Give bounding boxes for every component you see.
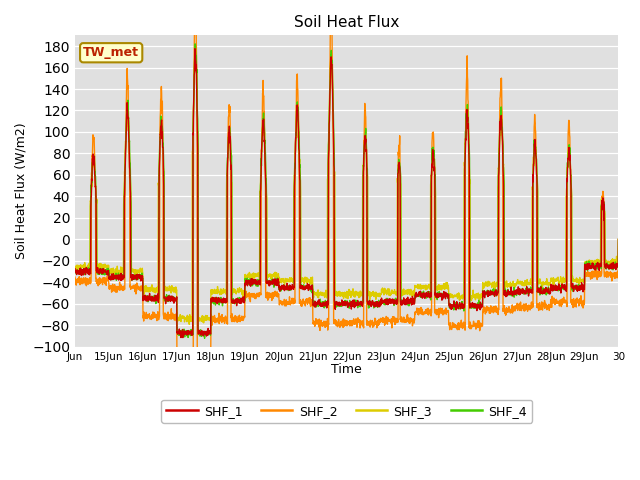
SHF_3 [511, 283, 518, 288]
SHF_3 [380, 289, 387, 295]
SHF_3 [125, 150, 133, 156]
SHF_3 [192, 56, 200, 61]
SHF_1 [179, 335, 187, 340]
SHF_1 [191, 46, 199, 51]
SHF_2 [607, 270, 615, 276]
Line: SHF_3: SHF_3 [75, 59, 618, 324]
SHF_3 [186, 322, 193, 327]
SHF_1 [125, 153, 133, 159]
Line: SHF_4: SHF_4 [75, 44, 618, 338]
SHF_4 [380, 300, 387, 306]
SHF_2 [511, 307, 518, 312]
SHF_1 [71, 266, 79, 272]
SHF_3 [71, 266, 79, 272]
SHF_4 [607, 266, 615, 272]
SHF_2 [184, 364, 192, 370]
SHF_4 [511, 291, 518, 297]
SHF_2 [125, 153, 133, 158]
SHF_1 [380, 298, 387, 303]
SHF_4 [243, 278, 251, 284]
SHF_4 [201, 336, 209, 341]
SHF_3 [607, 258, 615, 264]
SHF_2 [614, 237, 622, 242]
SHF_3 [541, 280, 549, 286]
SHF_1 [243, 282, 251, 288]
Y-axis label: Soil Heat Flux (W/m2): Soil Heat Flux (W/m2) [15, 123, 28, 259]
Text: TW_met: TW_met [83, 46, 139, 59]
SHF_3 [243, 275, 251, 281]
Title: Soil Heat Flux: Soil Heat Flux [294, 15, 399, 30]
SHF_2 [243, 292, 251, 298]
Line: SHF_2: SHF_2 [75, 0, 618, 367]
SHF_4 [71, 267, 79, 273]
X-axis label: Time: Time [332, 363, 362, 376]
SHF_2 [71, 274, 79, 280]
SHF_1 [607, 264, 615, 269]
SHF_2 [380, 318, 387, 324]
SHF_4 [191, 41, 199, 47]
SHF_2 [541, 304, 549, 310]
SHF_3 [614, 237, 622, 242]
SHF_4 [125, 139, 133, 145]
Legend: SHF_1, SHF_2, SHF_3, SHF_4: SHF_1, SHF_2, SHF_3, SHF_4 [161, 400, 532, 423]
SHF_4 [614, 237, 622, 242]
SHF_1 [511, 289, 518, 295]
SHF_1 [614, 237, 622, 242]
SHF_4 [541, 289, 549, 295]
Line: SHF_1: SHF_1 [75, 48, 618, 337]
SHF_1 [541, 288, 549, 294]
